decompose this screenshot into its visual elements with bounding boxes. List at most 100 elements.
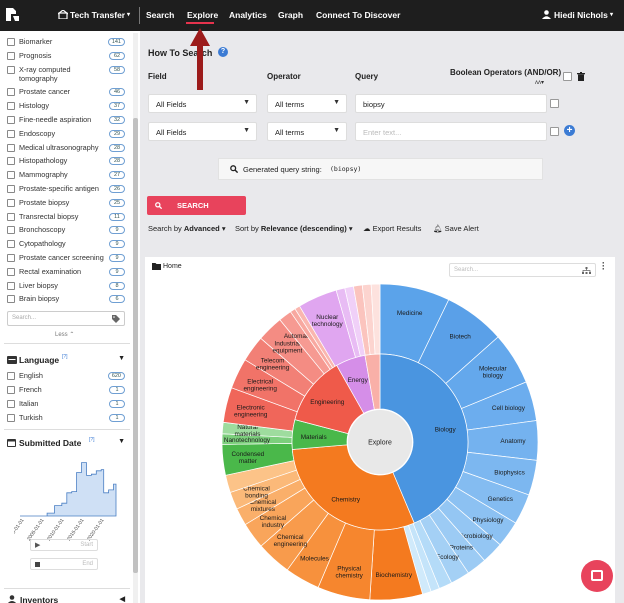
expand-caret-icon[interactable]: ◀ xyxy=(119,596,125,603)
topic-filter-item[interactable]: Biomarker 141 xyxy=(7,36,127,48)
language-filter-item[interactable]: English 620 xyxy=(7,370,127,382)
how-to-search-heading[interactable]: How To Search xyxy=(148,48,213,58)
breadcrumb-home[interactable]: Home xyxy=(163,263,182,270)
sidebar-scrollbar[interactable] xyxy=(133,33,138,603)
topic-checkbox[interactable] xyxy=(7,102,15,111)
topic-checkbox[interactable] xyxy=(7,65,15,74)
submitted-date-help-link[interactable]: [?] xyxy=(89,437,95,443)
user-menu[interactable]: Hiedi Nichols xyxy=(554,10,608,20)
topic-checkbox[interactable] xyxy=(7,254,15,262)
topic-checkbox[interactable] xyxy=(7,198,15,207)
topic-checkbox[interactable] xyxy=(7,38,15,46)
nav-explore[interactable]: Explore xyxy=(187,10,219,20)
sidebar-scrollbar-thumb[interactable] xyxy=(133,118,138,573)
topic-filter-item[interactable]: Cytopathology 9 xyxy=(7,238,127,250)
topic-filter-item[interactable]: X-ray computed 58 tomography xyxy=(7,64,127,83)
query-input-1[interactable]: biopsy xyxy=(355,94,547,113)
topic-checkbox[interactable] xyxy=(7,185,15,193)
topic-filter-item[interactable]: Endoscopy 29 xyxy=(7,128,127,140)
select-all-checkbox[interactable] xyxy=(563,72,572,81)
collapse-caret-icon[interactable]: ▼ xyxy=(118,438,125,445)
nav-analytics[interactable]: Analytics xyxy=(229,10,267,20)
search-button[interactable]: SEARCH xyxy=(147,196,246,215)
start-date-input[interactable]: ▶ Start xyxy=(30,539,98,551)
sort-by-dropdown[interactable]: Sort by Relevance (descending) ▾ xyxy=(235,224,353,233)
chart-search-input[interactable]: Search... xyxy=(449,263,596,277)
topic-checkbox[interactable] xyxy=(7,143,15,152)
language-checkbox[interactable] xyxy=(7,372,15,380)
topic-filter-item[interactable]: Brain biopsy 6 xyxy=(7,293,127,305)
add-row-icon[interactable]: + xyxy=(564,125,575,136)
user-menu-chevron-icon[interactable]: ▾ xyxy=(610,12,614,18)
topic-checkbox[interactable] xyxy=(7,281,15,290)
search-by-dropdown[interactable]: Search by Advanced ▾ xyxy=(148,224,226,233)
query-input-2[interactable]: Enter text... xyxy=(355,122,547,141)
row-1-checkbox[interactable] xyxy=(550,99,559,108)
topic-filter-item[interactable]: Transrectal biopsy 11 xyxy=(7,211,127,223)
hierarchy-icon[interactable] xyxy=(582,267,591,274)
topic-filter-item[interactable]: Prostate biopsy 25 xyxy=(7,197,127,209)
submitted-date-section-header[interactable]: Submitted Date [?] ▼ xyxy=(7,437,127,450)
language-filter-item[interactable]: Turkish 1 xyxy=(7,412,127,424)
more-options-icon[interactable]: · · · xyxy=(602,258,605,274)
topic-segment[interactable] xyxy=(379,353,469,524)
field-select-1[interactable]: All Fields ▼ xyxy=(148,94,257,113)
show-less-link[interactable]: Less ⌃ xyxy=(55,332,75,338)
topic-checkbox[interactable] xyxy=(7,212,15,221)
submitted-date-histogram[interactable]: 2000-01-01 2005-01-01 2010-01-01 2015-01-01… xyxy=(14,456,120,541)
topic-checkbox[interactable] xyxy=(7,267,15,276)
trash-icon[interactable] xyxy=(577,72,585,81)
language-checkbox[interactable] xyxy=(7,414,15,422)
topic-checkbox[interactable] xyxy=(7,88,15,97)
nav-search[interactable]: Search xyxy=(146,10,175,20)
topic-filter-item[interactable]: Histology 37 xyxy=(7,100,127,112)
topic-checkbox[interactable] xyxy=(7,171,15,180)
topic-filter-item[interactable]: Bronchoscopy 9 xyxy=(7,224,127,236)
end-date-input[interactable]: End xyxy=(30,558,98,570)
topic-filter-search-input[interactable]: Search... xyxy=(7,311,125,326)
topic-filter-item[interactable]: Histopathology 28 xyxy=(7,155,127,167)
language-checkbox[interactable] xyxy=(7,386,15,394)
topic-segment[interactable] xyxy=(291,444,415,531)
topic-checkbox[interactable] xyxy=(7,129,15,138)
app-switcher[interactable]: Tech Transfer xyxy=(70,10,126,20)
topic-checkbox[interactable] xyxy=(7,240,15,249)
chat-support-button[interactable] xyxy=(581,560,613,592)
inventors-section-header[interactable]: Inventors ◀ xyxy=(7,595,127,603)
boolean-toggle-icon[interactable]: ʌʌ▾ xyxy=(535,80,545,86)
language-filter-item[interactable]: Italian 1 xyxy=(7,398,127,410)
help-icon[interactable]: ? xyxy=(218,47,228,57)
nav-connect-to-discover[interactable]: Connect To Discover xyxy=(316,10,401,20)
save-alert-button[interactable]: 🔔︎ Save Alert xyxy=(433,224,479,233)
topic-filter-item[interactable]: Liver biopsy 8 xyxy=(7,280,127,292)
row-2-checkbox[interactable] xyxy=(550,127,559,136)
topic-filter-item[interactable]: Prostate-specific antigen 26 xyxy=(7,183,127,195)
topic-segment[interactable] xyxy=(364,353,381,410)
topic-filter-item[interactable]: Prostate cancer screening 9 xyxy=(7,252,127,264)
topic-filter-item[interactable]: Prostate cancer 46 xyxy=(7,86,127,98)
topic-checkbox[interactable] xyxy=(7,226,15,235)
topic-filter-item[interactable]: Mammography 27 xyxy=(7,169,127,181)
language-section-header[interactable]: Language [?] ▼ xyxy=(7,354,127,367)
operator-select-1[interactable]: All terms ▼ xyxy=(267,94,347,113)
chevron-down-icon[interactable]: ▾ xyxy=(127,12,131,18)
topic-checkbox[interactable] xyxy=(7,157,15,166)
topic-checkbox[interactable] xyxy=(7,295,15,304)
topic-filter-item[interactable]: Fine-needle aspiration 32 xyxy=(7,114,127,126)
field-select-2[interactable]: All Fields ▼ xyxy=(148,122,257,141)
operator-select-2[interactable]: All terms ▼ xyxy=(267,122,347,141)
topic-filter-item[interactable]: Medical ultrasonography 28 xyxy=(7,142,127,154)
collapse-caret-icon[interactable]: ▼ xyxy=(118,355,125,362)
language-help-link[interactable]: [?] xyxy=(62,354,68,360)
topic-filter-item[interactable]: Rectal examination 9 xyxy=(7,266,127,278)
topic-checkbox[interactable] xyxy=(7,116,15,124)
topic-checkbox[interactable] xyxy=(7,51,15,60)
app-logo-icon[interactable] xyxy=(4,6,21,23)
sunburst-center[interactable] xyxy=(348,410,412,474)
language-filter-item[interactable]: French 1 xyxy=(7,384,127,396)
export-results-button[interactable]: ☁ Export Results xyxy=(363,224,422,233)
language-checkbox[interactable] xyxy=(7,400,15,408)
topic-filter-item[interactable]: Prognosis 62 xyxy=(7,50,127,62)
nav-graph[interactable]: Graph xyxy=(278,10,304,20)
